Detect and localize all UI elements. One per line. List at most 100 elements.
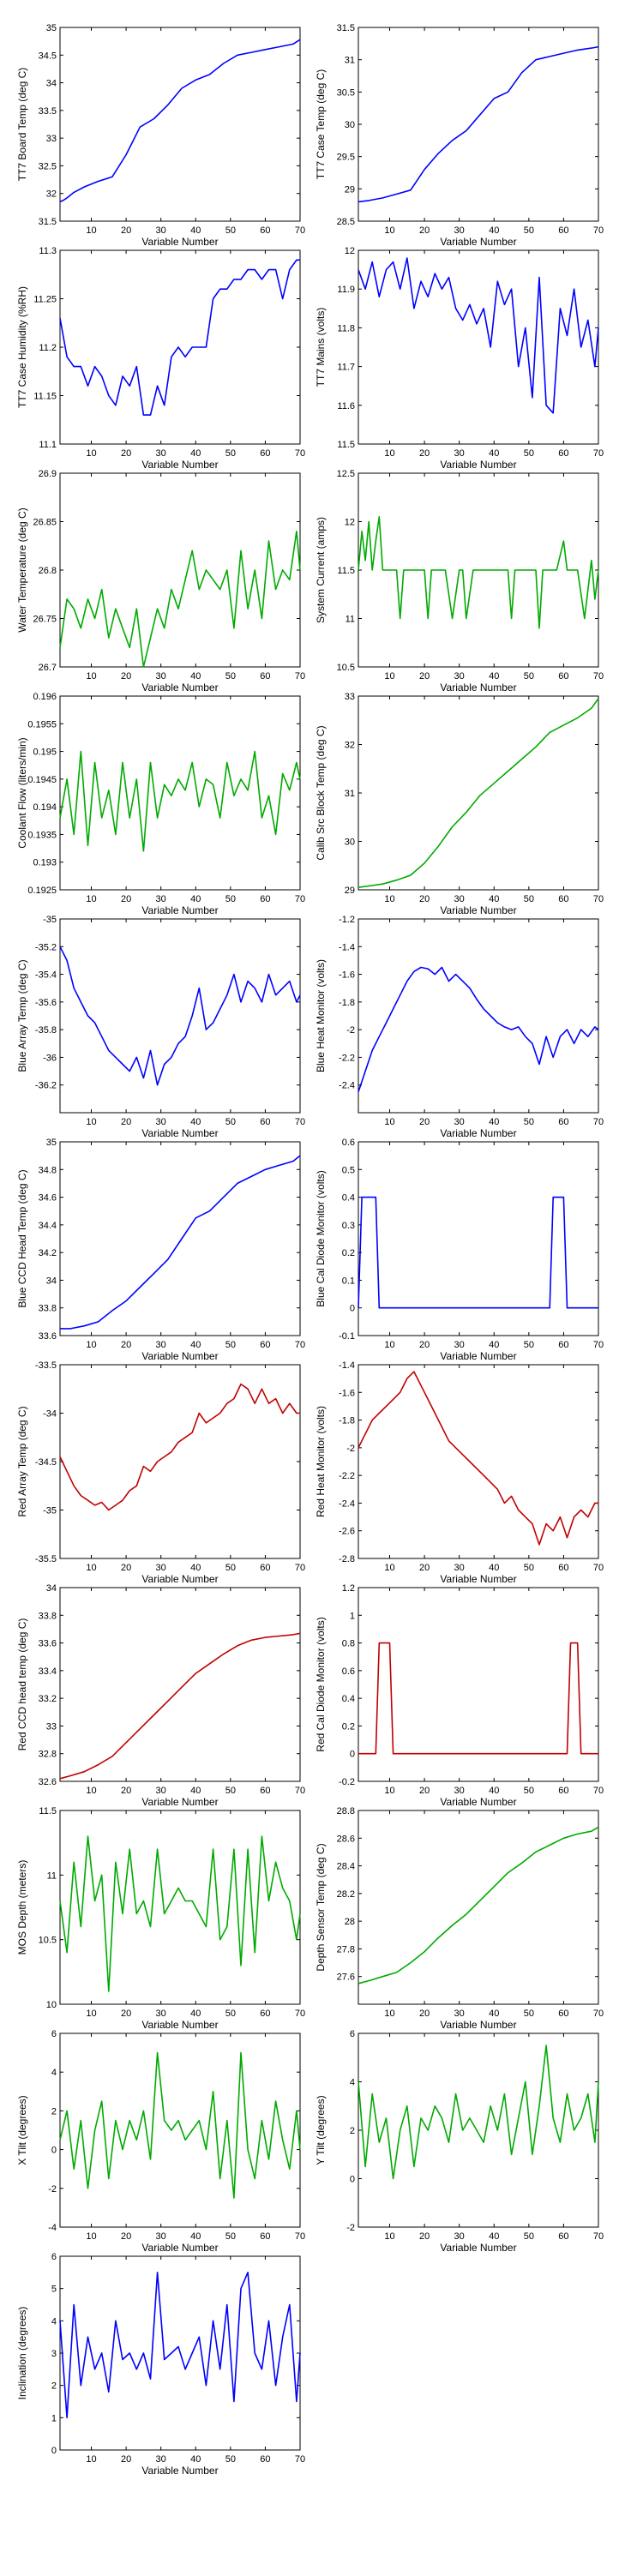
y-tick-label: 34.6 (39, 1193, 57, 1204)
x-tick-label: 60 (260, 1786, 270, 1796)
y-tick-label: 0.196 (33, 692, 57, 702)
series-line (358, 1642, 598, 1755)
x-tick-label: 70 (295, 1786, 305, 1796)
x-axis-label: Variable Number (440, 2242, 516, 2254)
y-tick-label: 30 (345, 838, 355, 848)
x-tick-label: 60 (260, 2231, 270, 2242)
x-axis-label: Variable Number (141, 2019, 218, 2031)
y-tick-label: -35.8 (35, 1025, 57, 1036)
x-tick-label: 40 (489, 1786, 499, 1796)
x-tick-label: 60 (260, 225, 270, 236)
y-axis-label: Inclination (degrees) (16, 2307, 28, 2400)
series-line (59, 1383, 300, 1511)
y-tick-label: 1 (350, 1611, 355, 1621)
x-tick-label: 70 (593, 894, 604, 904)
series-line (59, 750, 301, 852)
x-axis-label: Variable Number (141, 1573, 218, 1585)
plot-frame (358, 27, 599, 222)
x-tick-label: 20 (121, 2231, 131, 2242)
plot-frame (59, 1810, 301, 2005)
x-tick-label: 40 (489, 2231, 499, 2242)
x-axis-label: Variable Number (440, 1573, 516, 1585)
x-tick-label: 40 (489, 671, 499, 682)
x-tick-label: 40 (190, 2009, 201, 2019)
x-tick-label: 50 (225, 448, 236, 459)
y-tick-label: -1.4 (339, 942, 355, 952)
x-tick-label: 10 (384, 1786, 394, 1796)
y-tick-label: -2.2 (339, 1053, 355, 1063)
x-tick-label: 30 (156, 1117, 166, 1127)
y-tick-label: 33.6 (39, 1331, 57, 1342)
y-tick-label: 11.5 (39, 1806, 57, 1816)
y-tick-label: 0.2 (342, 1721, 355, 1732)
y-tick-label: 1 (51, 2413, 57, 2423)
x-tick-label: 10 (86, 671, 96, 682)
y-tick-label: 6 (51, 2252, 57, 2262)
chart-panel-9: -36.2 -36 -35.8 -35.6 -35.4 -35.2 -35 10 20 30 40 5… (16, 915, 305, 1139)
x-tick-label: 70 (593, 1340, 604, 1350)
y-tick-label: 12.5 (337, 469, 355, 479)
y-tick-label: 11.5 (337, 440, 355, 450)
x-tick-label: 60 (558, 1117, 568, 1127)
x-tick-label: 20 (419, 1563, 430, 1573)
y-tick-label: -0.1 (339, 1331, 355, 1342)
y-tick-label: 1.2 (342, 1583, 355, 1594)
x-tick-label: 60 (558, 2009, 568, 2019)
x-tick-label: 50 (524, 448, 534, 459)
x-tick-label: 30 (156, 894, 166, 904)
x-tick-label: 10 (86, 448, 96, 459)
y-tick-label: 30.5 (337, 87, 355, 98)
y-tick-label: -35.4 (35, 970, 57, 981)
y-tick-label: 26.7 (39, 663, 57, 673)
x-tick-label: 20 (419, 894, 430, 904)
y-axis-label: Coolant Flow (liters/min) (16, 737, 28, 848)
x-tick-label: 10 (86, 2009, 96, 2019)
y-tick-label: -35.2 (35, 942, 57, 952)
plot-frame (358, 1587, 599, 1782)
y-tick-label: -2.6 (339, 1527, 355, 1537)
y-tick-label: 34.5 (39, 51, 57, 61)
y-tick-label: 4 (350, 2078, 355, 2088)
x-tick-label: 70 (295, 1563, 305, 1573)
y-tick-label: 11.9 (337, 285, 355, 295)
y-tick-label: 6 (51, 2029, 57, 2039)
x-tick-label: 40 (190, 1563, 201, 1573)
y-tick-label: 26.8 (39, 566, 57, 576)
y-tick-label: -2 (48, 2184, 57, 2195)
x-axis-label: Variable Number (141, 682, 218, 694)
y-tick-label: 0.1 (342, 1276, 355, 1286)
y-tick-label: 0.4 (342, 1694, 355, 1704)
x-tick-label: 10 (86, 1340, 96, 1350)
x-tick-label: 60 (260, 671, 270, 682)
x-tick-label: 50 (225, 894, 236, 904)
y-axis-label: Red Heat Monitor (volts) (315, 1406, 327, 1517)
chart-panel-1: 31.5 32 32.5 33 33.5 34 34.5 35 10 20 30 40 50 60 70 Va… (16, 23, 305, 248)
x-tick-label: 10 (384, 225, 394, 236)
y-tick-label: 11.8 (337, 323, 355, 333)
y-tick-label: -2.8 (339, 1554, 355, 1564)
x-tick-label: 10 (384, 1117, 394, 1127)
x-tick-label: 30 (454, 448, 465, 459)
y-tick-label: 29.5 (337, 153, 355, 163)
x-axis-label: Variable Number (141, 1796, 218, 1808)
y-tick-label: 2 (51, 2381, 57, 2392)
x-tick-label: 60 (260, 2009, 270, 2019)
plot-frame (59, 27, 301, 222)
y-tick-label: 30 (345, 120, 355, 130)
x-tick-label: 20 (121, 448, 131, 459)
y-tick-label: 32 (46, 189, 57, 200)
series-line (358, 1371, 598, 1546)
x-tick-label: 10 (86, 2231, 96, 2242)
y-tick-label: -35.5 (35, 1554, 57, 1564)
x-tick-label: 50 (225, 671, 236, 682)
y-tick-label: -2 (346, 1025, 355, 1036)
x-tick-label: 40 (190, 894, 201, 904)
y-tick-label: 11.25 (33, 295, 57, 305)
plot-frame (59, 918, 301, 1114)
x-tick-label: 20 (419, 1340, 430, 1350)
y-tick-label: 33 (46, 1721, 57, 1732)
chart-panel-18: 27.6 27.8 28 28.2 28.4 28.6 28.8 10 20 30 40 50 60 70… (315, 1806, 604, 2031)
y-tick-label: 5 (51, 2285, 57, 2295)
x-tick-label: 20 (121, 1563, 131, 1573)
